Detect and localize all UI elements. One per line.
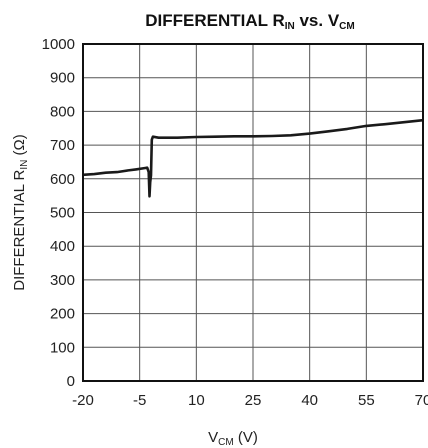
x-tick-labels: -20 -5 10 25 40 55 70 [72, 392, 428, 409]
x-tick-label: -20 [72, 392, 94, 409]
y-tick-label: 900 [50, 70, 75, 87]
chart-title: DIFFERENTIAL RIN vs. VCM [145, 11, 354, 32]
y-tick-label: 300 [50, 272, 75, 289]
y-tick-label: 500 [50, 205, 75, 222]
y-tick-labels: 0 100 200 300 400 500 600 700 800 900 1000 [42, 36, 75, 390]
y-tick-label: 0 [67, 373, 75, 390]
x-tick-label: 55 [358, 392, 375, 409]
x-tick-label: 10 [188, 392, 205, 409]
y-axis-label-main: DIFFERENTIAL R [11, 169, 28, 290]
x-axis-label-main: V [208, 429, 218, 446]
x-tick-label: 70 [415, 392, 428, 409]
x-tick-label: 25 [245, 392, 262, 409]
series-group [82, 118, 424, 198]
gridlines [82, 43, 424, 382]
chart-title-main-subscript: IN [285, 21, 295, 32]
chart-title-main: DIFFERENTIAL R [145, 11, 284, 30]
chart-title-mid-subscript: CM [339, 21, 355, 32]
series-line-0 [82, 118, 424, 198]
x-tick-label: -5 [133, 392, 146, 409]
y-tick-label: 1000 [42, 36, 75, 53]
y-axis-label-subscript: IN [19, 160, 30, 170]
y-axis-label: DIFFERENTIAL RIN (Ω) [11, 134, 30, 291]
y-tick-label: 800 [50, 103, 75, 120]
chart-title-mid: vs. V [295, 11, 340, 30]
y-tick-label: 600 [50, 171, 75, 188]
x-axis-label: VCM (V) [208, 429, 258, 448]
y-tick-label: 700 [50, 137, 75, 154]
plot-frame [82, 43, 424, 382]
y-tick-label: 400 [50, 238, 75, 255]
x-axis-label-suffix: (V) [234, 429, 258, 446]
y-axis-label-suffix: (Ω) [11, 134, 28, 159]
x-tick-label: 40 [301, 392, 318, 409]
y-tick-label: 100 [50, 339, 75, 356]
y-tick-label: 200 [50, 306, 75, 323]
x-axis-label-subscript: CM [218, 437, 234, 448]
